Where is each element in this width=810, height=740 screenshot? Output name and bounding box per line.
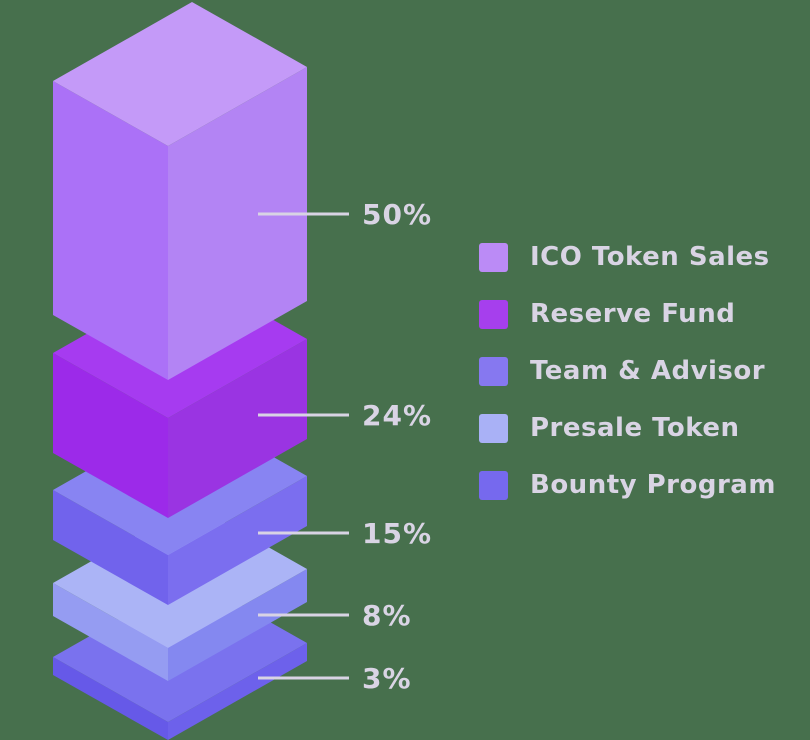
legend-swatch-icon bbox=[479, 243, 508, 272]
legend-label: ICO Token Sales bbox=[530, 242, 770, 272]
legend-swatch-icon bbox=[479, 414, 508, 443]
legend-swatch-icon bbox=[479, 471, 508, 500]
percent-label-0: 50% bbox=[362, 198, 432, 231]
segment-1-right-face bbox=[168, 339, 307, 518]
legend-swatch-icon bbox=[479, 357, 508, 386]
legend-item-0: ICO Token Sales bbox=[479, 243, 776, 272]
segment-4-right-face bbox=[168, 643, 307, 740]
legend-label: Team & Advisor bbox=[530, 356, 766, 386]
legend-item-2: Team & Advisor bbox=[479, 357, 776, 386]
segment-2-left-face bbox=[53, 490, 168, 605]
legend-item-1: Reserve Fund bbox=[479, 300, 776, 329]
legend-label: Reserve Fund bbox=[530, 299, 736, 329]
segment-4-left-face bbox=[53, 657, 168, 740]
chart-legend: ICO Token Sales Reserve Fund Team & Adviso… bbox=[479, 243, 776, 500]
legend-item-4: Bounty Program bbox=[479, 471, 776, 500]
legend-label: Presale Token bbox=[530, 413, 740, 443]
percent-label-1: 24% bbox=[362, 399, 432, 432]
segment-0-top-face bbox=[53, 2, 307, 146]
percent-label-4: 3% bbox=[362, 662, 412, 695]
legend-swatch-icon bbox=[479, 300, 508, 329]
percent-label-3: 8% bbox=[362, 599, 412, 632]
segment-3-left-face bbox=[53, 583, 168, 681]
segment-1-left-face bbox=[53, 353, 168, 518]
legend-label: Bounty Program bbox=[530, 470, 776, 500]
percent-label-2: 15% bbox=[362, 517, 432, 550]
segment-0-right-face bbox=[168, 67, 307, 380]
legend-item-3: Presale Token bbox=[479, 414, 776, 443]
segment-2-right-face bbox=[168, 476, 307, 605]
segment-3-right-face bbox=[168, 569, 307, 681]
segment-0-left-face bbox=[53, 81, 168, 380]
